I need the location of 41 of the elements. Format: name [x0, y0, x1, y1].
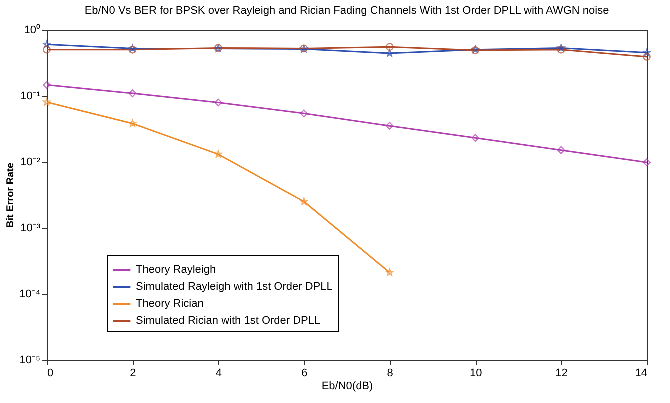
legend-label: Theory Rayleigh — [136, 264, 216, 276]
point — [386, 268, 394, 276]
point — [643, 158, 651, 167]
point — [128, 90, 137, 98]
y-tick-label: 10⁰ — [24, 24, 40, 36]
x-tick-label: 12 — [556, 368, 568, 380]
point — [300, 198, 308, 206]
point — [214, 98, 222, 107]
point — [214, 150, 222, 158]
y-tick-label: 10⁻¹ — [20, 90, 41, 102]
point — [43, 46, 51, 54]
legend-label: Simulated Rician with 1st Order DPLL — [136, 315, 321, 327]
point — [643, 53, 651, 61]
point — [557, 146, 566, 154]
x-tick-label: 4 — [216, 368, 222, 380]
x-tick-label: 0 — [48, 368, 54, 380]
point — [128, 120, 136, 128]
x-tick-label: 2 — [130, 368, 136, 380]
y-tick-label: 10⁻⁴ — [20, 288, 41, 300]
x-axis-title: Eb/N0(dB) — [322, 380, 374, 392]
point — [386, 50, 394, 57]
x-tick-label: 6 — [302, 368, 308, 380]
x-tick-label: 8 — [387, 368, 394, 380]
point — [386, 122, 394, 130]
y-axis-title: Bit Error Rate — [6, 162, 17, 228]
y-tick-label: 10⁻³ — [20, 222, 41, 234]
legend-label: Simulated Rayleigh with 1st Order DPLL — [136, 281, 333, 293]
point — [43, 98, 51, 106]
y-tick-label: 10⁻⁵ — [20, 354, 40, 366]
x-tick-label: 14 — [635, 368, 648, 380]
point — [643, 48, 651, 56]
legend-label: Theory Rician — [136, 298, 204, 310]
point — [43, 40, 51, 48]
point — [472, 134, 480, 142]
chart-title: Eb/N0 Vs BER for BPSK over Rayleigh and Rician Fading Channels With 1st Order DPLL with AWGN noise — [84, 5, 610, 17]
point — [43, 81, 51, 90]
x-tick-label: 10 — [470, 368, 482, 380]
y-tick-label: 10⁻² — [20, 156, 41, 168]
point — [386, 43, 394, 52]
point — [300, 110, 308, 118]
point — [557, 46, 566, 54]
